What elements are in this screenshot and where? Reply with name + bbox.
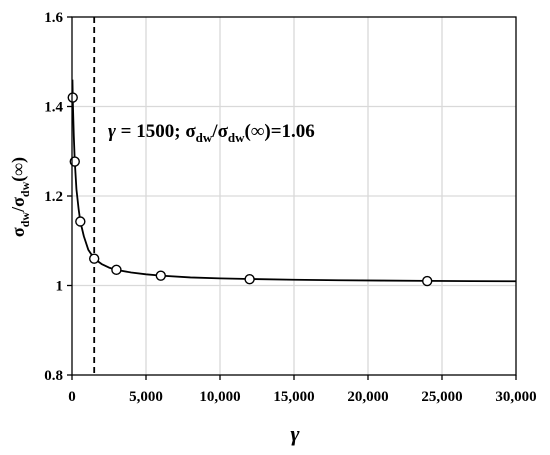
annotation-slash: / (211, 121, 218, 142)
data-point-3 (88, 253, 100, 264)
x-tick-label-6: 30,000 (495, 389, 536, 405)
annotation-tail: (∞)=1.06 (245, 121, 315, 142)
data-point-0 (67, 92, 78, 103)
x-tick-label-3: 15,000 (273, 389, 314, 405)
y-tick-label-2: 1.2 (44, 189, 63, 205)
data-point-5 (155, 270, 167, 281)
data-point-6 (244, 274, 255, 285)
annotation-eq: = 1500; (116, 121, 185, 142)
annotation-text: γ = 1500; σdw/σdw(∞)=1.06 (108, 121, 315, 145)
y-title-slash: / (8, 206, 28, 213)
data-point-4 (111, 264, 122, 276)
y-tick-label-0: 0.8 (44, 368, 63, 384)
x-tick-label-1: 5,000 (129, 389, 163, 405)
y-tick-label-1: 1 (56, 279, 64, 295)
annotation-sigma2: σ (218, 121, 229, 142)
data-point-2 (75, 216, 86, 227)
annotation-gamma: γ (108, 121, 116, 142)
x-tick-label-4: 20,000 (347, 389, 388, 405)
grid-lines (72, 17, 516, 375)
annotation-sub1: dw (196, 130, 213, 145)
y-tick-label-4: 1.6 (44, 10, 63, 26)
y-title-sigma2: σ (8, 197, 28, 207)
plot-frame (67, 16, 517, 380)
y-title-sigma: σ (8, 227, 28, 237)
y-title-sub2: dw (18, 181, 32, 197)
y-axis-title: σdw/σdw(∞) (8, 157, 32, 237)
x-tick-label-5: 25,000 (421, 389, 462, 405)
x-tick-label-2: 10,000 (199, 389, 240, 405)
y-title-paren: (∞) (8, 157, 29, 182)
y-tick-labels: 0.8 1 1.2 1.4 1.6 (44, 10, 63, 384)
y-tick-label-3: 1.4 (44, 100, 63, 116)
annotation-sub2: dw (228, 130, 245, 145)
x-axis-title: γ (290, 421, 300, 446)
x-tick-labels: 0 5,000 10,000 15,000 20,000 25,000 30,000 (68, 389, 536, 405)
annotation-sigma1: σ (185, 121, 196, 142)
data-point-7 (422, 275, 433, 287)
y-title-sub: dw (18, 212, 32, 228)
x-tick-label-0: 0 (68, 389, 76, 405)
